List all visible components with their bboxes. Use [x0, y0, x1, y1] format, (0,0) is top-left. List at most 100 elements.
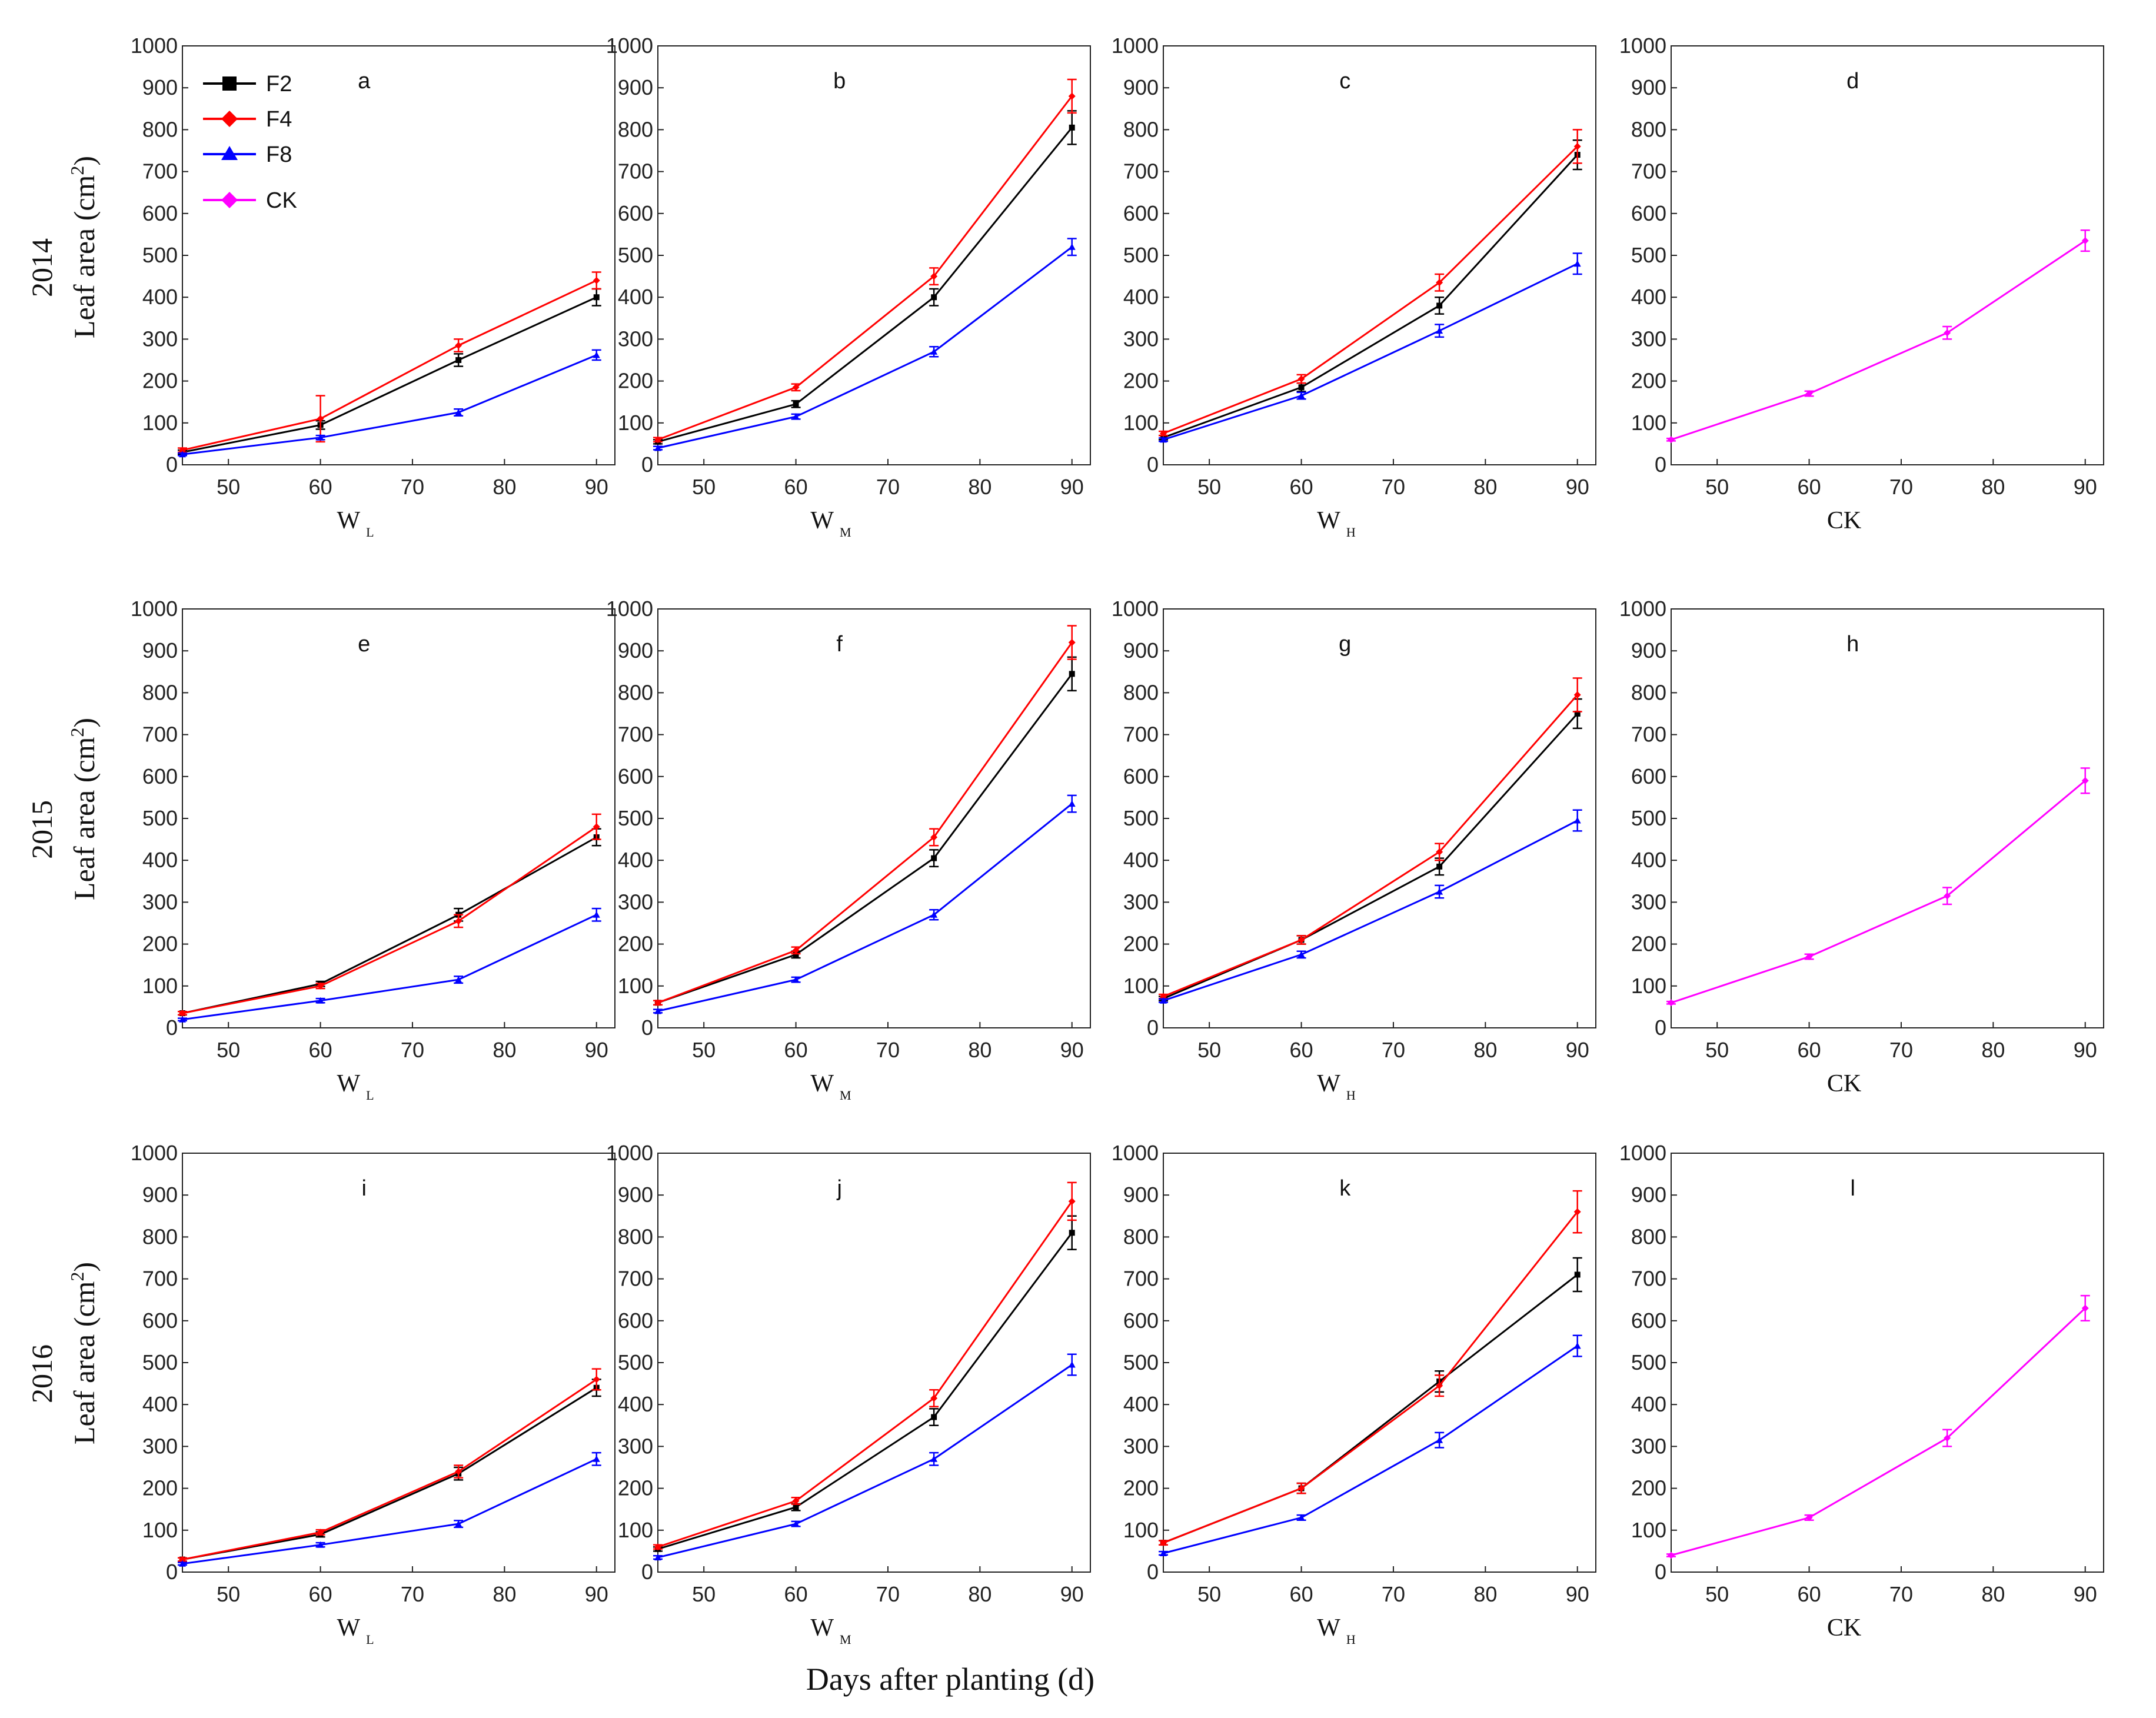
x-tick-label: 50: [1705, 1582, 1729, 1606]
panel-label: k: [1339, 1176, 1351, 1201]
xlabel-sub: H: [1346, 1088, 1356, 1103]
y-tick-label: 400: [1631, 1392, 1666, 1416]
series-f4: [1159, 129, 1582, 437]
y-tick-label: 400: [618, 1392, 653, 1416]
y-tick-label: 1000: [1619, 597, 1666, 621]
data-point: [1573, 1208, 1581, 1216]
y-tick-label: 0: [1655, 1560, 1666, 1584]
y-tick-label: 300: [618, 327, 653, 351]
data-point: [1668, 1551, 1675, 1559]
series-line: [1163, 262, 1578, 441]
x-tick-label: 90: [2074, 1582, 2097, 1606]
y-tick-label: 1000: [1112, 597, 1159, 621]
x-tick-label: 60: [1290, 475, 1313, 499]
y-tick-label: 200: [1123, 1476, 1159, 1500]
x-tick-label: 60: [784, 475, 808, 499]
plot-area: [1163, 608, 1596, 1028]
y-tick-label: 800: [618, 117, 653, 141]
row-year: 2014: [25, 238, 58, 297]
x-tick-label: 70: [876, 475, 900, 499]
data-point: [1069, 671, 1075, 677]
xlabel-main: W: [810, 1614, 834, 1642]
y-tick-label: 700: [1123, 159, 1159, 184]
x-tick-label: 70: [401, 1038, 424, 1062]
y-tick-label: 700: [142, 159, 178, 184]
plot-area: [182, 1153, 615, 1573]
y-tick-label: 400: [142, 285, 178, 309]
panel-h: 0 100 200 300 400 500 600 700 800 900 1000 50 60 70 80…: [1619, 597, 2104, 1097]
data-point: [931, 855, 937, 861]
data-point: [1805, 389, 1813, 397]
data-point: [455, 976, 463, 983]
y-tick-label: 600: [1631, 201, 1666, 225]
data-point: [2081, 1304, 2089, 1312]
series-f8: [178, 349, 601, 458]
x-tick-label: 60: [1798, 475, 1821, 499]
series-f2: [178, 828, 601, 1017]
plot-area: [1671, 45, 2104, 465]
series-line: [1163, 154, 1578, 439]
y-tick-label: 800: [142, 680, 178, 704]
data-point: [793, 401, 799, 407]
y-tick-label: 500: [1631, 243, 1666, 267]
y-tick-label: 1000: [1112, 34, 1159, 58]
y-tick-label: 200: [618, 932, 653, 956]
series-f2: [1159, 139, 1582, 441]
y-tick-label: 100: [142, 411, 178, 435]
y-tick-label: 1000: [131, 597, 178, 621]
x-tick-label: 80: [1981, 475, 2005, 499]
series-f8: [1159, 809, 1582, 1004]
data-point: [792, 976, 800, 983]
series-ck: [1666, 1294, 2090, 1559]
series-line: [1671, 780, 2086, 1004]
xlabel-sub: H: [1346, 1632, 1356, 1647]
y-tick-label: 600: [1631, 1309, 1666, 1333]
y-tick-label: 600: [618, 764, 653, 788]
row-label-0: 2014 Leaf area (cm2): [25, 156, 101, 338]
series-f8: [1159, 252, 1582, 443]
series-line: [657, 673, 1073, 1004]
y-tick-label: 900: [618, 638, 653, 662]
y-tick-label: 100: [618, 974, 653, 998]
x-tick-label: 50: [692, 1038, 716, 1062]
data-point: [1297, 936, 1305, 944]
y-tick-label: 100: [1123, 1518, 1159, 1542]
panel-b: 0 100 200 300 400 500 600 700 800 900 1000 50 60 70 80…: [606, 34, 1091, 540]
y-tick-label: 1000: [606, 597, 653, 621]
data-point: [179, 1560, 186, 1567]
legend-label: F4: [266, 107, 292, 132]
x-tick-label: 50: [217, 1582, 240, 1606]
y-tick-label: 600: [1123, 764, 1159, 788]
data-point: [1160, 430, 1167, 437]
data-point: [792, 1497, 800, 1504]
y-tick-label: 1000: [1619, 1141, 1666, 1165]
x-tick-label: 60: [309, 1038, 332, 1062]
panel-k: 0 100 200 300 400 500 600 700 800 900 1000 50 60 70 80…: [1112, 1141, 1596, 1647]
data-point: [1573, 817, 1581, 824]
series-f4: [178, 271, 601, 454]
data-point: [593, 294, 600, 301]
panel-j: 0 100 200 300 400 500 600 700 800 900 1000 50 60 70 80…: [606, 1141, 1091, 1647]
series-ck: [1666, 229, 2090, 444]
xlabel-main: W: [337, 1614, 360, 1642]
y-tick-label: 800: [142, 1224, 178, 1248]
y-tick-label: 900: [1123, 1183, 1159, 1207]
y-tick-label: 700: [1631, 159, 1666, 184]
plot-area: [1163, 45, 1596, 465]
y-tick-label: 900: [1123, 638, 1159, 662]
series-line: [1671, 1307, 2086, 1556]
x-tick-label: 60: [1798, 1582, 1821, 1606]
legend-item-f8: F8: [203, 142, 292, 167]
x-tick-label: 90: [1060, 1038, 1084, 1062]
y-tick-label: 300: [1631, 1434, 1666, 1458]
row-ylabel: Leaf area (cm2): [66, 156, 101, 338]
x-tick-label: 70: [401, 475, 424, 499]
series-f4: [178, 813, 601, 1017]
xlabel-main: W: [1317, 1614, 1340, 1642]
y-tick-label: 100: [1123, 411, 1159, 435]
legend-item-f2: F2: [203, 72, 292, 96]
